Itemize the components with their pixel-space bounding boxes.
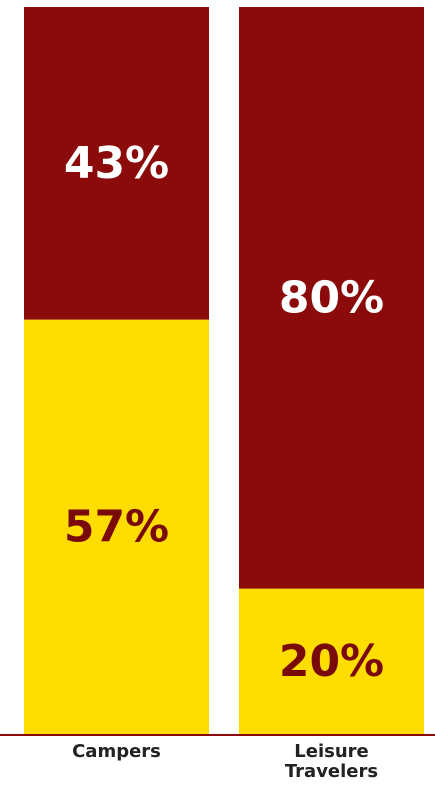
bars-group: [24, 7, 424, 734]
category-label-2-line-2: Travelers: [285, 761, 378, 782]
value-label-2-2: 80%: [279, 272, 384, 323]
bar-segment-1-1: [24, 319, 209, 734]
bar-segment-1-2: [24, 7, 209, 320]
category-label-2-line-1: Leisure: [294, 741, 368, 762]
value-label-2-1: 20%: [279, 636, 384, 687]
category-label-1: Campers: [72, 741, 161, 762]
bar-segment-2-1: [239, 588, 424, 734]
value-labels-group: 57% 43% 20% 80%: [64, 138, 384, 687]
bar-segment-2-2: [239, 7, 424, 589]
value-label-1-1: 57%: [64, 501, 169, 552]
value-label-1-2: 43%: [64, 138, 169, 189]
